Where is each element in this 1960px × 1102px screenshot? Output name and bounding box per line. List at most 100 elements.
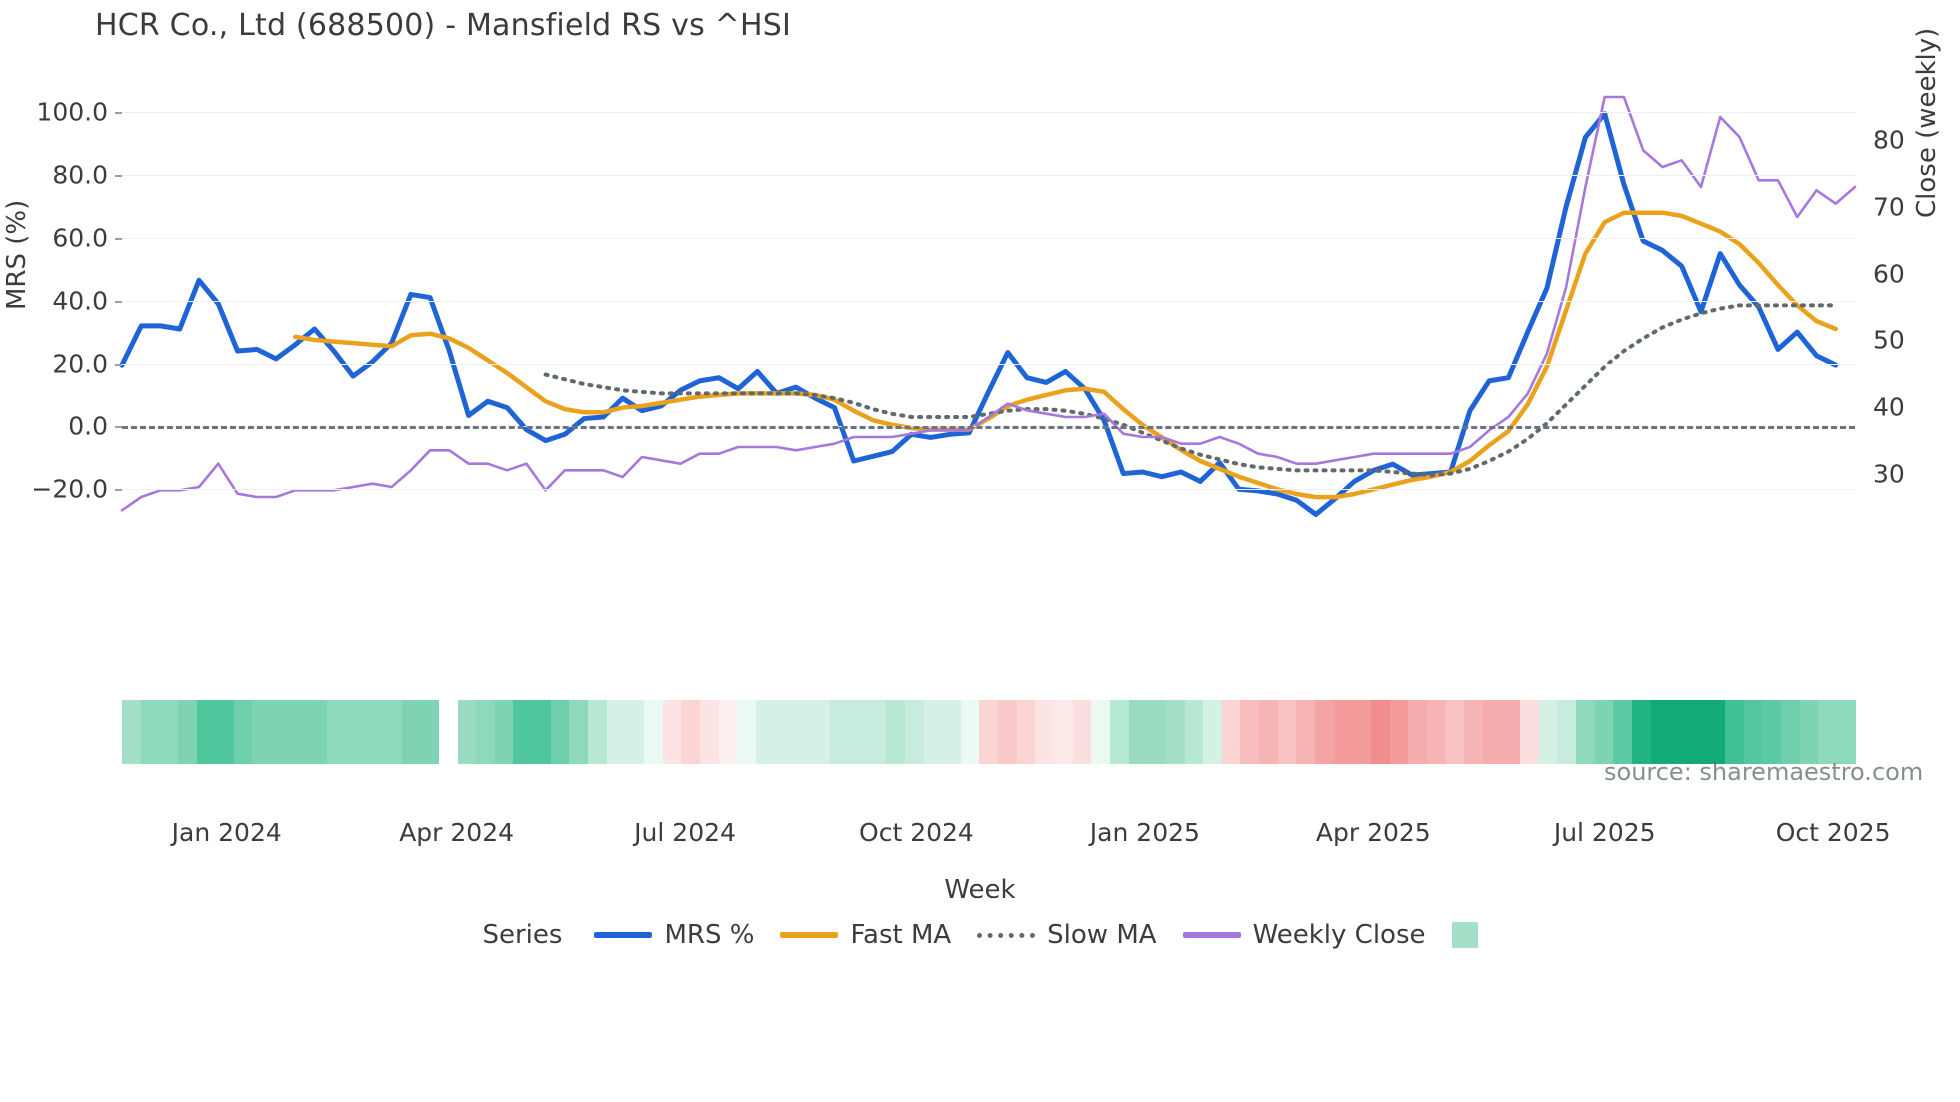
heat-strip-cell <box>662 700 682 764</box>
heat-strip-cell <box>1035 700 1055 764</box>
heat-strip-cell <box>1370 700 1390 764</box>
heat-strip-cell <box>1613 700 1632 764</box>
heat-strip-cell <box>177 700 197 764</box>
y-axis-left-tick-mark <box>115 489 122 492</box>
heat-strip-cell <box>1277 700 1297 764</box>
legend-item[interactable]: Slow MA <box>977 920 1157 950</box>
legend-item[interactable]: Fast MA <box>780 920 951 950</box>
heat-strip-cell <box>327 700 346 764</box>
heat-strip-cell <box>811 700 831 764</box>
heat-strip-cell <box>606 700 626 764</box>
x-axis-tick-label: Jan 2025 <box>1089 818 1200 847</box>
y-axis-right-tick-label: 40 <box>1873 392 1905 422</box>
heat-strip-cell <box>793 700 812 764</box>
heat-strip-cell <box>1072 700 1092 764</box>
heat-strip-cell <box>1259 700 1278 764</box>
heat-strip-cell <box>271 700 290 764</box>
heat-strip-cell <box>196 700 216 764</box>
heat-strip-cell <box>737 700 756 764</box>
heat-strip-cell <box>382 700 402 764</box>
heat-strip-cell <box>830 700 849 764</box>
heat-strip-cell <box>140 700 160 764</box>
legend-heat-strip-swatch <box>1451 922 1478 948</box>
x-axis-tick-label: Jan 2024 <box>171 818 282 847</box>
gridline <box>122 112 1855 114</box>
x-axis-tick-label: Oct 2025 <box>1775 818 1891 847</box>
heat-strip-cell <box>1333 700 1353 764</box>
heat-strip-cell <box>1016 700 1036 764</box>
y-axis-right-tick-label: 50 <box>1873 325 1905 355</box>
heat-strip-cell <box>1575 700 1595 764</box>
heat-strip-cell <box>625 700 644 764</box>
heat-strip-cell <box>494 700 514 764</box>
y-axis-left-tick-label: 20.0 <box>52 349 108 379</box>
heat-strip-cell <box>718 700 738 764</box>
heat-strip-cell <box>1389 700 1409 764</box>
y-axis-left-tick-mark <box>115 237 122 240</box>
y-axis-left-tick-label: 0.0 <box>68 411 108 441</box>
heat-strip-cell <box>1725 700 1744 764</box>
legend-item[interactable]: Weekly Close <box>1182 920 1426 950</box>
heat-strip-cell <box>550 700 570 764</box>
y-axis-left-tick-label: 60.0 <box>52 223 108 253</box>
heat-strip-cell <box>1296 700 1315 764</box>
y-axis-right-tick-label: 30 <box>1873 459 1905 489</box>
heat-strip-cell <box>1650 700 1670 764</box>
heat-strip-cell <box>998 700 1017 764</box>
gridline <box>122 237 1855 239</box>
heat-strip-cell <box>1594 700 1614 764</box>
heat-strip-cell <box>1240 700 1260 764</box>
heat-strip-cell <box>1687 700 1707 764</box>
legend-swatch-icon <box>780 932 839 938</box>
legend-item[interactable]: MRS % <box>594 920 754 950</box>
y-axis-left-tick-mark <box>115 363 122 366</box>
heat-strip-cell <box>1128 700 1148 764</box>
heat-strip-cell <box>1538 700 1558 764</box>
zero-reference-line <box>122 426 1855 430</box>
heat-strip-cell <box>960 700 980 764</box>
heat-strip-cell <box>289 700 309 764</box>
heat-strip-cell <box>699 700 719 764</box>
heat-strip-cell <box>643 700 663 764</box>
y-axis-left-tick-label: 40.0 <box>52 286 108 316</box>
heat-strip-cell <box>1762 700 1782 764</box>
heat-strip-cell <box>1501 700 1521 764</box>
y-axis-right-title: Close (weekly) <box>1912 27 1942 218</box>
gridline <box>122 489 1855 491</box>
heat-strip-cell <box>755 700 775 764</box>
y-axis-left-tick-mark <box>115 112 122 115</box>
legend-swatch-icon <box>1182 932 1241 938</box>
heat-strip-cell <box>420 700 439 764</box>
heat-strip-cell <box>1408 700 1427 764</box>
heat-strip-cell <box>345 700 365 764</box>
heat-strip-cell <box>1464 700 1483 764</box>
heat-strip-cell <box>1147 700 1166 764</box>
chart-legend: Series MRS % Fast MA Slow MA Weekly Close <box>0 920 1960 950</box>
heat-strip-cell <box>1781 700 1800 764</box>
heat-strip-cell <box>252 700 272 764</box>
gridline <box>122 363 1855 365</box>
source-watermark: source: sharemaestro.com <box>1604 758 1924 786</box>
heat-strip-cell <box>1165 700 1185 764</box>
plot-lines <box>119 95 1857 517</box>
series-line-slow-ma <box>543 303 1838 478</box>
y-axis-left-tick-mark <box>115 426 122 429</box>
series-line-weekly-close <box>120 95 1857 512</box>
heat-strip-cell <box>233 700 253 764</box>
legend-swatch-icon <box>977 932 1036 938</box>
heat-strip-cell <box>979 700 999 764</box>
heat-strip-cell <box>122 700 141 764</box>
heat-strip-cell <box>401 700 421 764</box>
heat-strip-cell <box>923 700 943 764</box>
heat-strip-cell <box>1669 700 1688 764</box>
y-axis-left-title: MRS (%) <box>2 199 32 310</box>
gridline <box>122 175 1855 176</box>
heat-strip-cell <box>438 700 458 764</box>
legend-item-label: Weekly Close <box>1252 920 1426 950</box>
heat-strip-cell <box>1203 700 1222 764</box>
heat-strip-cell <box>1221 700 1241 764</box>
heat-strip-cell <box>1818 700 1837 764</box>
heat-strip-cell <box>1799 700 1819 764</box>
heat-strip-cell <box>1482 700 1502 764</box>
